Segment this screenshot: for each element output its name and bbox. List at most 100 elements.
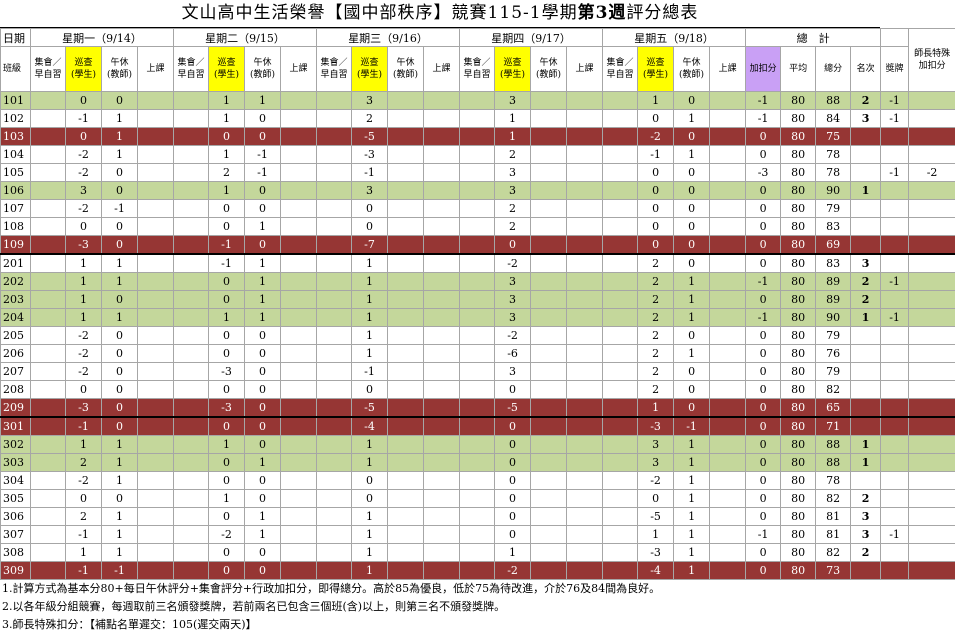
score-cell (316, 308, 353, 327)
score-cell (709, 253, 747, 273)
score-cell: 1 (673, 272, 711, 291)
score-cell: 1 (850, 453, 882, 472)
score-cell (136, 471, 175, 490)
score-cell (602, 308, 639, 327)
score-cell (602, 290, 639, 309)
score-cell: 0 (673, 235, 711, 255)
score-cell: 0 (673, 91, 711, 110)
score-cell: 0 (208, 272, 246, 291)
class-row: 203 1 0 0 1 1 3 2 1 0 80 89 2 (0, 290, 955, 309)
score-cell (530, 253, 568, 273)
score-cell (850, 398, 882, 418)
class-cell: 302 (0, 435, 31, 454)
score-cell (850, 127, 882, 146)
score-cell: 1 (208, 435, 246, 454)
score-cell (602, 235, 639, 255)
score-cell (908, 489, 955, 508)
score-cell: 80 (780, 326, 817, 345)
score-cell (709, 344, 747, 363)
header-row: 班級 集會／ 早自習 巡查 (學生) 午休 (教師) 上課 集會／ 早自習 巡查 (學生) 午… (0, 46, 955, 92)
score-cell (530, 199, 568, 218)
score-cell: -2 (208, 525, 246, 544)
class-cell: 209 (0, 398, 31, 418)
score-cell (850, 217, 882, 236)
score-cell (423, 308, 461, 327)
score-cell: 0 (745, 235, 782, 255)
score-cell (30, 290, 66, 309)
score-cell: 0 (65, 91, 102, 110)
score-cell: 0 (208, 344, 246, 363)
score-cell (387, 489, 425, 508)
score-cell (280, 362, 318, 381)
score-cell (173, 181, 210, 200)
class-cell: 304 (0, 471, 31, 490)
score-cell: -3 (208, 398, 246, 418)
score-cell (709, 507, 747, 526)
score-cell: 2 (850, 489, 882, 508)
score-cell: -4 (637, 561, 675, 580)
score-cell (136, 109, 175, 128)
score-cell: -2 (494, 326, 532, 345)
score-cell (459, 308, 496, 327)
class-cell: 102 (0, 109, 31, 128)
column-header: 集會／ 早自習 (30, 46, 66, 92)
score-cell (280, 199, 318, 218)
score-cell: 2 (637, 380, 675, 399)
score-cell (602, 272, 639, 291)
score-cell: 1 (101, 253, 138, 273)
score-cell (850, 163, 882, 182)
column-header: 集會／ 早自習 (316, 46, 353, 92)
score-cell: 0 (494, 489, 532, 508)
score-cell: -4 (351, 416, 389, 436)
score-cell: 1 (101, 308, 138, 327)
score-cell (459, 362, 496, 381)
score-cell (530, 127, 568, 146)
score-cell: 0 (673, 253, 711, 273)
score-cell (387, 109, 425, 128)
score-cell: 1 (673, 471, 711, 490)
score-cell (530, 344, 568, 363)
sheet-title: 文山高中生活榮譽【國中部秩序】競賽115-1學期第3週評分總表 (0, 0, 880, 28)
score-cell (880, 326, 910, 345)
score-cell: 83 (815, 253, 852, 273)
score-cell: 0 (745, 362, 782, 381)
score-cell: -1 (101, 199, 138, 218)
score-cell (30, 416, 66, 436)
score-cell: 1 (637, 525, 675, 544)
score-cell: 90 (815, 181, 852, 200)
score-cell (566, 217, 604, 236)
score-cell: 80 (780, 435, 817, 454)
score-cell: 80 (780, 489, 817, 508)
score-cell: 0 (208, 453, 246, 472)
score-cell (316, 109, 353, 128)
score-cell (530, 217, 568, 236)
score-cell (709, 235, 747, 255)
score-cell: 80 (780, 362, 817, 381)
score-cell: 0 (101, 181, 138, 200)
score-cell: -2 (637, 471, 675, 490)
column-header: 上課 (709, 46, 747, 92)
score-cell: 0 (101, 416, 138, 436)
score-cell (908, 91, 955, 110)
class-cell: 107 (0, 199, 31, 218)
score-cell (709, 543, 747, 562)
column-header: 午休 (教師) (530, 46, 568, 92)
score-cell (173, 91, 210, 110)
class-cell: 207 (0, 362, 31, 381)
score-cell: 80 (780, 543, 817, 562)
score-cell (850, 561, 882, 580)
score-cell (280, 561, 318, 580)
day-header: 星期一（9/14） (29, 28, 175, 47)
score-cell: 0 (745, 199, 782, 218)
score-cell: 3 (637, 435, 675, 454)
score-cell: 0 (637, 489, 675, 508)
score-cell (602, 163, 639, 182)
score-cell: 80 (780, 91, 817, 110)
score-cell: 1 (673, 308, 711, 327)
score-cell: 80 (780, 416, 817, 436)
score-cell: 0 (244, 489, 282, 508)
score-cell (280, 326, 318, 345)
score-cell (136, 217, 175, 236)
score-cell: 1 (673, 561, 711, 580)
score-cell: -3 (745, 163, 782, 182)
